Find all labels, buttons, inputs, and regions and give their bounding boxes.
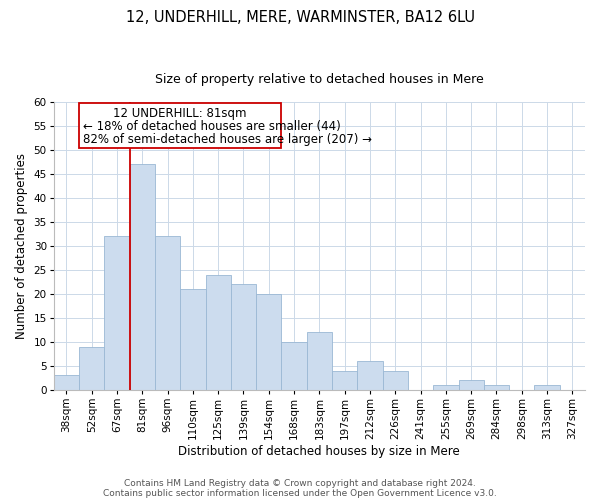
Text: Contains HM Land Registry data © Crown copyright and database right 2024.: Contains HM Land Registry data © Crown c… (124, 478, 476, 488)
Bar (54, 376, 79, 390)
Bar (358, 361, 383, 390)
Bar (130, 164, 155, 390)
Bar (79, 103, 281, 148)
Bar (484, 385, 509, 390)
Bar (104, 236, 130, 390)
Bar (206, 274, 231, 390)
Bar (79, 346, 104, 390)
Y-axis label: Number of detached properties: Number of detached properties (15, 153, 28, 339)
Text: 12, UNDERHILL, MERE, WARMINSTER, BA12 6LU: 12, UNDERHILL, MERE, WARMINSTER, BA12 6L… (125, 10, 475, 25)
Bar (231, 284, 256, 390)
Text: 12 UNDERHILL: 81sqm: 12 UNDERHILL: 81sqm (113, 108, 247, 120)
Bar (535, 385, 560, 390)
X-axis label: Distribution of detached houses by size in Mere: Distribution of detached houses by size … (179, 444, 460, 458)
Title: Size of property relative to detached houses in Mere: Size of property relative to detached ho… (155, 72, 484, 86)
Bar (307, 332, 332, 390)
Bar (256, 294, 281, 390)
Bar (458, 380, 484, 390)
Bar (180, 289, 206, 390)
Text: Contains public sector information licensed under the Open Government Licence v3: Contains public sector information licen… (103, 488, 497, 498)
Text: ← 18% of detached houses are smaller (44): ← 18% of detached houses are smaller (44… (83, 120, 341, 134)
Bar (332, 370, 358, 390)
Bar (383, 370, 408, 390)
Bar (281, 342, 307, 390)
Bar (433, 385, 458, 390)
Bar (155, 236, 180, 390)
Text: 82% of semi-detached houses are larger (207) →: 82% of semi-detached houses are larger (… (83, 133, 372, 146)
